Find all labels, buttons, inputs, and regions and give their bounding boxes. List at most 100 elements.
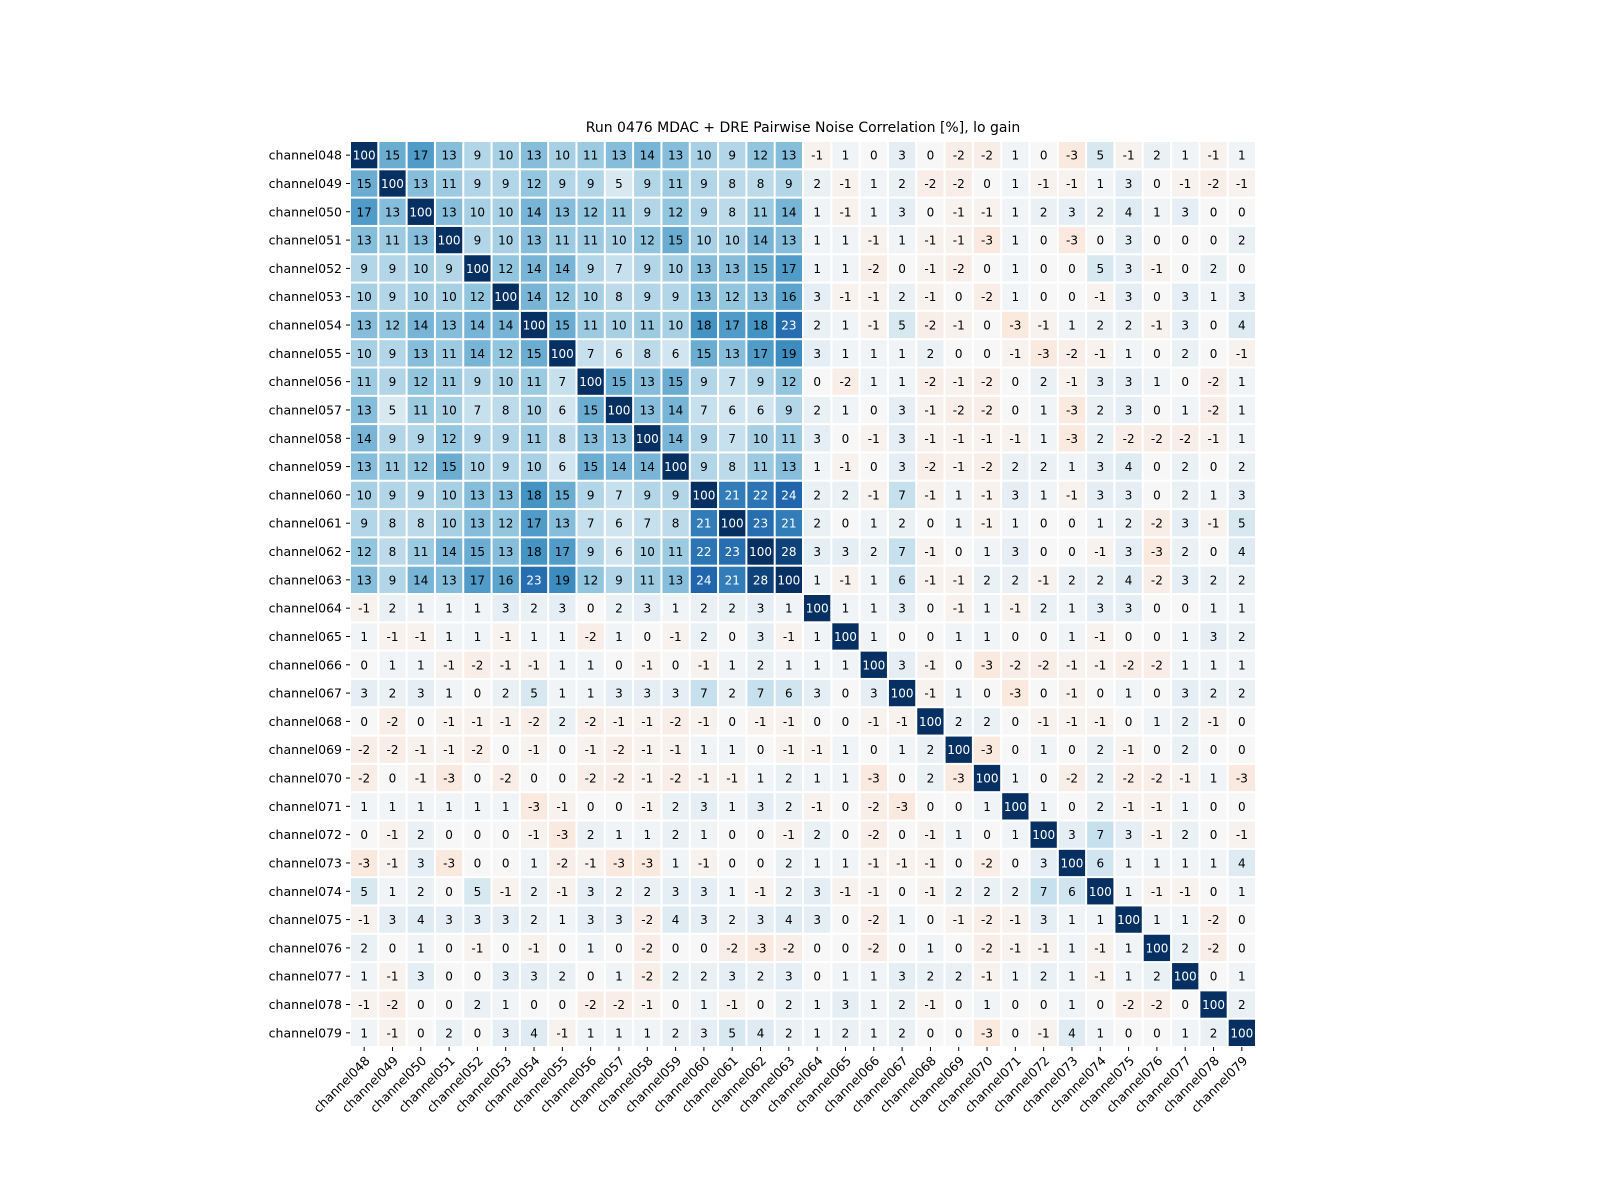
heatmap-cell [775,170,802,197]
cell-label: 1 [1181,856,1189,870]
cell-label: 2 [1238,687,1246,701]
cell-label: 1 [1040,403,1048,417]
heatmap-cell [1200,934,1227,962]
cell-label: 1 [1068,998,1076,1012]
cell-label: 14 [413,573,428,587]
cell-label: 10 [583,290,598,304]
cell-label: -1 [981,432,993,446]
heatmap-cell [973,510,1001,537]
heatmap-cell [747,538,774,565]
cell-label: -1 [924,403,936,417]
heatmap-cell [1200,340,1227,367]
heatmap-cell [690,283,718,310]
heatmap-cell [917,849,944,877]
heatmap-cell [804,963,831,990]
cell-label: 0 [927,800,935,814]
heatmap-cell [719,170,746,197]
cell-label: 0 [927,602,935,616]
cell-label: 1 [870,517,878,531]
cell-label: -2 [726,941,738,955]
cell-label: 12 [357,545,372,559]
heatmap-cell [435,510,463,537]
cell-label: 9 [672,488,680,502]
heatmap-cell [662,425,689,452]
heatmap-cell [1143,368,1171,395]
heatmap-cell [1058,311,1086,339]
cell-label: 11 [753,460,768,474]
heatmap-cell [520,510,548,537]
heatmap-cell [1030,481,1057,509]
heatmap-cell [605,311,633,339]
heatmap-cell [719,878,746,905]
heatmap-cell [1200,679,1227,707]
heatmap-cell [945,1019,972,1046]
y-tick-label: channel063 [269,572,342,587]
heatmap-cell [379,142,406,169]
cell-label: -2 [981,941,993,955]
cell-label: 1 [983,630,991,644]
cell-label: 1 [389,885,397,899]
cell-label: -2 [1123,432,1135,446]
heatmap-cell [1143,226,1171,254]
cell-label: 0 [1040,234,1048,248]
cell-label: 3 [502,602,510,616]
cell-label: -2 [585,772,597,786]
cell-label: 3 [757,913,765,927]
heatmap-cell [973,170,1001,197]
cell-label: 0 [417,998,425,1012]
cell-label: 2 [1096,432,1104,446]
heatmap-cell [1172,142,1199,169]
heatmap-cell [860,142,887,169]
cell-label: -1 [981,488,993,502]
cell-label: 0 [1238,941,1246,955]
heatmap-cell [464,793,491,820]
cell-label: 3 [502,970,510,984]
cell-label: 2 [1096,403,1104,417]
heatmap-cell [492,425,519,452]
cell-label: 1 [1012,177,1020,191]
cell-label: 24 [696,573,711,587]
heatmap-cell [351,170,378,197]
heatmap-cell [888,708,916,735]
cell-label: 1 [1012,772,1020,786]
cell-label: -1 [1123,149,1135,163]
heatmap-cell [832,764,859,792]
cell-label: 13 [781,234,796,248]
heatmap-cell [492,679,519,707]
cell-label: 2 [1181,488,1189,502]
heatmap-cell [1200,510,1227,537]
cell-label: 3 [898,460,906,474]
heatmap-cell [973,991,1001,1018]
heatmap-cell [747,793,774,820]
cell-label: -1 [443,743,455,757]
heatmap-cell [549,368,576,395]
cell-label: 2 [842,488,850,502]
heatmap-cell [775,481,802,509]
heatmap-cell [1030,764,1057,792]
heatmap-cell [1228,368,1255,395]
cell-label: 1 [1012,149,1020,163]
cell-label: -1 [924,687,936,701]
heatmap-cell [945,878,972,905]
heatmap-cell [832,708,859,735]
cell-label: 0 [955,545,963,559]
cell-label: 3 [813,432,821,446]
heatmap-cell [1200,623,1227,650]
cell-label: -1 [500,658,512,672]
cell-label: 0 [1181,602,1189,616]
cell-label: 1 [445,602,453,616]
cell-label: -2 [1151,998,1163,1012]
heatmap-cell [1143,198,1171,225]
cell-label: 0 [898,630,906,644]
cell-label: 3 [898,602,906,616]
heatmap-cell [888,566,916,593]
heatmap-cell [435,595,463,622]
heatmap-cell [407,991,434,1018]
heatmap-cell [1143,340,1171,367]
cell-label: 0 [502,743,510,757]
cell-label: 0 [1153,743,1161,757]
cell-label: 2 [842,1026,850,1040]
heatmap-cell [379,906,406,933]
cell-label: -1 [868,432,880,446]
cell-label: 0 [927,149,935,163]
